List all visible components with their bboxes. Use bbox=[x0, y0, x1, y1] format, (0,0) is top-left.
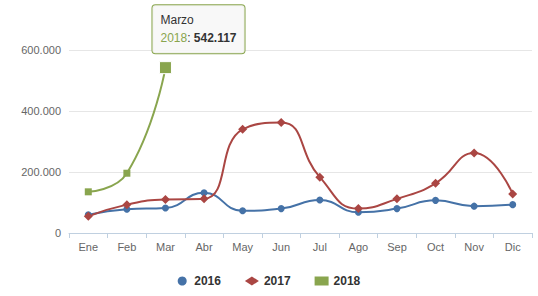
svg-text:Ago: Ago bbox=[349, 241, 369, 253]
svg-text:Jul: Jul bbox=[313, 241, 327, 253]
svg-text:600.000: 600.000 bbox=[21, 44, 61, 56]
svg-text:May: May bbox=[232, 241, 253, 253]
svg-text:2018: 2018 bbox=[160, 31, 187, 45]
svg-text:Abr: Abr bbox=[195, 241, 212, 253]
svg-text:2018: 2018 bbox=[334, 274, 361, 288]
svg-text:Oct: Oct bbox=[427, 241, 444, 253]
svg-text:Jun: Jun bbox=[272, 241, 290, 253]
svg-text:Marzo: Marzo bbox=[160, 13, 194, 27]
svg-text:Feb: Feb bbox=[117, 241, 136, 253]
svg-text:Ene: Ene bbox=[79, 241, 99, 253]
svg-text:200.000: 200.000 bbox=[21, 166, 61, 178]
svg-text:400.000: 400.000 bbox=[21, 105, 61, 117]
svg-text:542.117: 542.117 bbox=[194, 31, 237, 45]
svg-text:Mar: Mar bbox=[156, 241, 175, 253]
svg-text:2016: 2016 bbox=[194, 274, 221, 288]
svg-text:Nov: Nov bbox=[464, 241, 484, 253]
svg-text::: : bbox=[187, 31, 194, 45]
svg-text:Sep: Sep bbox=[387, 241, 407, 253]
svg-text:Dic: Dic bbox=[505, 241, 521, 253]
svg-text:0: 0 bbox=[55, 227, 61, 239]
svg-text:2017: 2017 bbox=[264, 274, 291, 288]
